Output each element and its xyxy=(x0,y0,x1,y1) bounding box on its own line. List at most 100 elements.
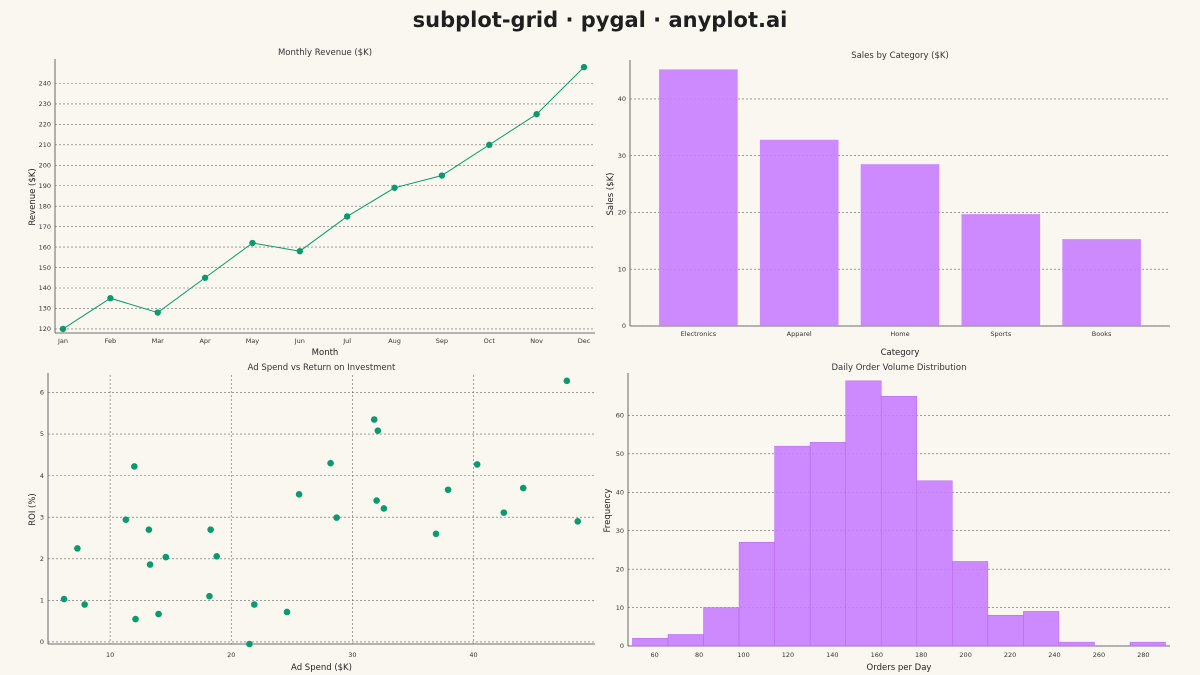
adspend-x-tick-label: 20 xyxy=(227,651,235,659)
orders-x-tick-label: 160 xyxy=(871,651,883,659)
adspend-scatter-chart: Ad Spend vs Return on Investment Ad Spend… xyxy=(28,363,595,673)
orders-x-tick-label: 120 xyxy=(782,651,794,659)
orders-y-axis-label: Frequency xyxy=(603,489,613,533)
adspend-data-point xyxy=(444,486,452,494)
adspend-data-point xyxy=(207,526,214,533)
revenue-x-tick-label: Dec xyxy=(578,337,591,345)
adspend-data-point xyxy=(250,601,258,608)
sales-bar xyxy=(659,69,738,326)
adspend-data-point xyxy=(563,377,571,385)
orders-x-tick-label: 140 xyxy=(826,651,838,659)
sales-title: Sales by Category ($K) xyxy=(851,51,949,61)
orders-histogram-bar xyxy=(916,480,953,647)
revenue-y-tick-label: 210 xyxy=(39,141,51,149)
orders-histogram-bar xyxy=(1129,641,1166,647)
orders-x-axis-label: Orders per Day xyxy=(867,663,932,673)
adspend-y-tick-label: 0 xyxy=(40,638,44,646)
adspend-data-point xyxy=(155,610,162,618)
revenue-data-point xyxy=(107,295,114,302)
revenue-x-tick-label: May xyxy=(246,337,260,345)
orders-y-tick-label: 60 xyxy=(616,412,624,420)
orders-x-tick-label: 280 xyxy=(1137,651,1149,659)
revenue-data-point xyxy=(201,274,209,281)
adspend-y-tick-label: 2 xyxy=(40,555,44,563)
adspend-data-point xyxy=(122,516,130,523)
orders-histogram-bar xyxy=(987,615,1024,647)
adspend-data-point xyxy=(519,484,527,492)
adspend-x-tick-label: 40 xyxy=(469,651,477,659)
orders-histogram-bar xyxy=(667,634,704,647)
revenue-title: Monthly Revenue ($K) xyxy=(278,48,372,58)
orders-y-tick-label: 30 xyxy=(616,527,624,535)
orders-y-tick-label: 10 xyxy=(616,604,624,612)
adspend-data-point xyxy=(333,514,340,521)
revenue-line-chart: Monthly Revenue ($K) Month Revenue ($K) 120… xyxy=(28,48,595,358)
orders-histogram-bar xyxy=(809,442,846,647)
orders-x-tick-label: 200 xyxy=(959,651,971,659)
adspend-data-point xyxy=(473,461,481,468)
revenue-x-tick-label: Apr xyxy=(199,337,211,345)
adspend-data-point xyxy=(370,416,378,423)
adspend-data-point xyxy=(146,561,154,568)
orders-y-tick-label: 50 xyxy=(616,450,624,458)
sales-x-tick-label: Sports xyxy=(990,330,1011,338)
revenue-data-point xyxy=(59,325,67,333)
revenue-x-tick-label: Feb xyxy=(105,337,117,345)
orders-x-tick-label: 60 xyxy=(651,651,659,659)
revenue-y-axis-label: Revenue ($K) xyxy=(28,168,38,225)
orders-x-tick-label: 80 xyxy=(695,651,703,659)
adspend-x-axis-label: Ad Spend ($K) xyxy=(291,663,352,673)
adspend-y-axis-label: ROI (%) xyxy=(28,493,38,526)
adspend-data-point xyxy=(380,505,388,512)
sales-y-tick-label: 30 xyxy=(618,152,626,160)
adspend-data-point xyxy=(131,463,138,470)
orders-x-tick-label: 220 xyxy=(1004,651,1016,659)
page-title: subplot-grid · pygal · anyplot.ai xyxy=(412,8,788,32)
sales-y-tick-label: 20 xyxy=(618,209,626,217)
adspend-data-point xyxy=(283,608,291,616)
adspend-data-point xyxy=(500,509,508,516)
revenue-x-tick-label: Aug xyxy=(388,337,401,345)
orders-histogram-bar xyxy=(1023,611,1060,647)
adspend-x-tick-label: 30 xyxy=(348,651,356,659)
revenue-y-tick-label: 120 xyxy=(39,325,51,333)
adspend-data-point xyxy=(81,601,88,608)
adspend-data-point xyxy=(373,497,380,504)
orders-histogram-bar xyxy=(880,395,918,647)
revenue-x-axis-label: Month xyxy=(312,348,339,358)
revenue-y-tick-label: 140 xyxy=(39,284,51,292)
adspend-y-tick-label: 4 xyxy=(40,472,44,480)
adspend-data-point xyxy=(206,592,213,600)
revenue-y-tick-label: 190 xyxy=(39,182,51,190)
orders-y-tick-label: 20 xyxy=(616,565,624,573)
orders-x-tick-label: 260 xyxy=(1093,651,1105,659)
sales-bar xyxy=(759,139,839,326)
revenue-y-tick-label: 170 xyxy=(39,223,51,231)
sales-x-axis-label: Category xyxy=(881,348,920,358)
sales-bar xyxy=(860,164,940,326)
sales-y-tick-label: 40 xyxy=(618,95,626,103)
revenue-data-point xyxy=(154,309,161,316)
revenue-data-point xyxy=(391,184,398,191)
adspend-y-tick-label: 6 xyxy=(40,389,44,397)
adspend-data-point xyxy=(374,427,382,435)
adspend-data-point xyxy=(246,640,253,648)
sales-y-axis-label: Sales ($K) xyxy=(606,173,616,216)
adspend-x-tick-label: 10 xyxy=(106,651,114,659)
sales-bar-chart: Sales by Category ($K) Category Sales ($K)… xyxy=(606,51,1170,358)
adspend-data-point xyxy=(295,491,303,498)
adspend-data-point xyxy=(574,518,582,525)
adspend-y-tick-label: 1 xyxy=(40,597,44,605)
revenue-x-tick-label: Nov xyxy=(530,337,543,345)
adspend-data-point xyxy=(132,615,139,623)
revenue-y-tick-label: 200 xyxy=(39,162,51,170)
sales-x-tick-label: Home xyxy=(890,330,909,338)
revenue-data-point xyxy=(296,247,304,255)
revenue-data-point xyxy=(343,213,351,220)
orders-histogram-bar xyxy=(1058,641,1095,647)
revenue-y-tick-label: 230 xyxy=(39,100,51,108)
sales-y-tick-label: 0 xyxy=(622,322,626,330)
revenue-series-line xyxy=(62,66,585,330)
revenue-y-tick-label: 180 xyxy=(39,202,51,210)
orders-y-tick-label: 40 xyxy=(616,488,624,496)
